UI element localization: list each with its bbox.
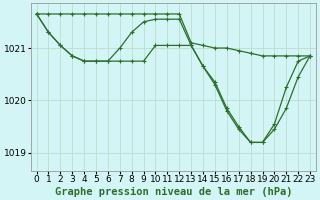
X-axis label: Graphe pression niveau de la mer (hPa): Graphe pression niveau de la mer (hPa) xyxy=(55,186,292,197)
